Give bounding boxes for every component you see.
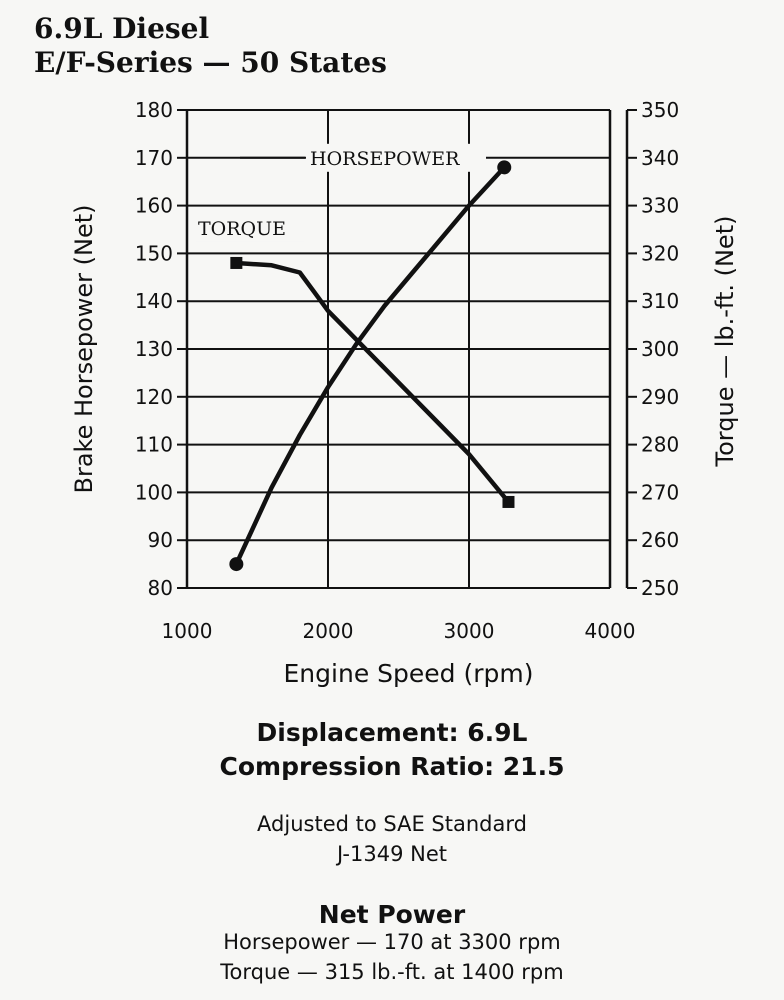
title-line-1: 6.9L Diesel bbox=[34, 12, 210, 45]
y-right-tick-label: 330 bbox=[641, 194, 679, 218]
horsepower-point bbox=[497, 160, 512, 175]
y-left-tick-label: 130 bbox=[135, 337, 173, 361]
y-right-tick-label: 290 bbox=[641, 385, 679, 409]
net-power-title: Net Power bbox=[318, 900, 466, 929]
horsepower-series-line bbox=[234, 165, 507, 567]
x-tick-label: 2000 bbox=[303, 619, 354, 643]
x-axis-label: Engine Speed (rpm) bbox=[284, 659, 534, 688]
compression-ratio-text: Compression Ratio: 21.5 bbox=[219, 752, 565, 781]
torque-series-line bbox=[234, 260, 511, 505]
y-left-tick-label: 90 bbox=[148, 528, 173, 552]
x-tick-label: 3000 bbox=[444, 619, 495, 643]
y-right-tick-label: 350 bbox=[641, 98, 679, 122]
torque-spec: Torque — 315 lb.-ft. at 1400 rpm bbox=[220, 960, 564, 984]
y-left-tick-label: 120 bbox=[135, 385, 173, 409]
horsepower-label-bg bbox=[306, 143, 486, 172]
y-right-axis-label: Torque — lb.-ft. (Net) bbox=[711, 216, 739, 468]
displacement-text: Displacement: 6.9L bbox=[256, 718, 528, 747]
adjusted-line-1: Adjusted to SAE Standard bbox=[257, 812, 527, 836]
x-tick-label: 1000 bbox=[162, 619, 213, 643]
y-left-tick-label: 180 bbox=[135, 98, 173, 122]
y-right-tick-label: 320 bbox=[641, 241, 679, 265]
y-left-axis-label: Brake Horsepower (Net) bbox=[70, 204, 98, 493]
y-right-tick-label: 250 bbox=[641, 576, 679, 600]
chart-title: 6.9L Diesel E/F-Series — 50 States bbox=[34, 12, 387, 80]
x-tick-label: 4000 bbox=[585, 619, 636, 643]
y-left-tick-label: 140 bbox=[135, 289, 173, 313]
y-right-tick-label: 270 bbox=[641, 480, 679, 504]
y-left-tick-label: 150 bbox=[135, 241, 173, 265]
y-right-tick-label: 260 bbox=[641, 528, 679, 552]
title-line-2: E/F-Series — 50 States bbox=[34, 46, 387, 79]
y-right-tick-label: 310 bbox=[641, 289, 679, 313]
horsepower-spec: Horsepower — 170 at 3300 rpm bbox=[223, 930, 561, 954]
y-right-tick-label: 340 bbox=[641, 146, 679, 170]
y-right-tick-label: 300 bbox=[641, 337, 679, 361]
torque-label-bg bbox=[196, 215, 304, 242]
y-left-tick-label: 160 bbox=[135, 194, 173, 218]
adjusted-line-2: J-1349 Net bbox=[336, 842, 447, 866]
y-right-tick-label: 280 bbox=[641, 433, 679, 457]
y-left-tick-label: 170 bbox=[135, 146, 173, 170]
engine-performance-chart: 80 90 100 110 120 130 140 150 160 170 180 250 260 270… bbox=[70, 98, 739, 688]
y-left-tick-label: 100 bbox=[135, 480, 173, 504]
y-left-tick-label: 80 bbox=[148, 576, 173, 600]
horsepower-point bbox=[229, 557, 244, 572]
torque-point bbox=[502, 495, 515, 508]
horsepower-series-label: HORSEPOWER bbox=[310, 148, 460, 170]
torque-series-label: TORQUE bbox=[198, 218, 286, 240]
y-left-tick-label: 110 bbox=[135, 433, 173, 457]
torque-point bbox=[230, 256, 243, 269]
